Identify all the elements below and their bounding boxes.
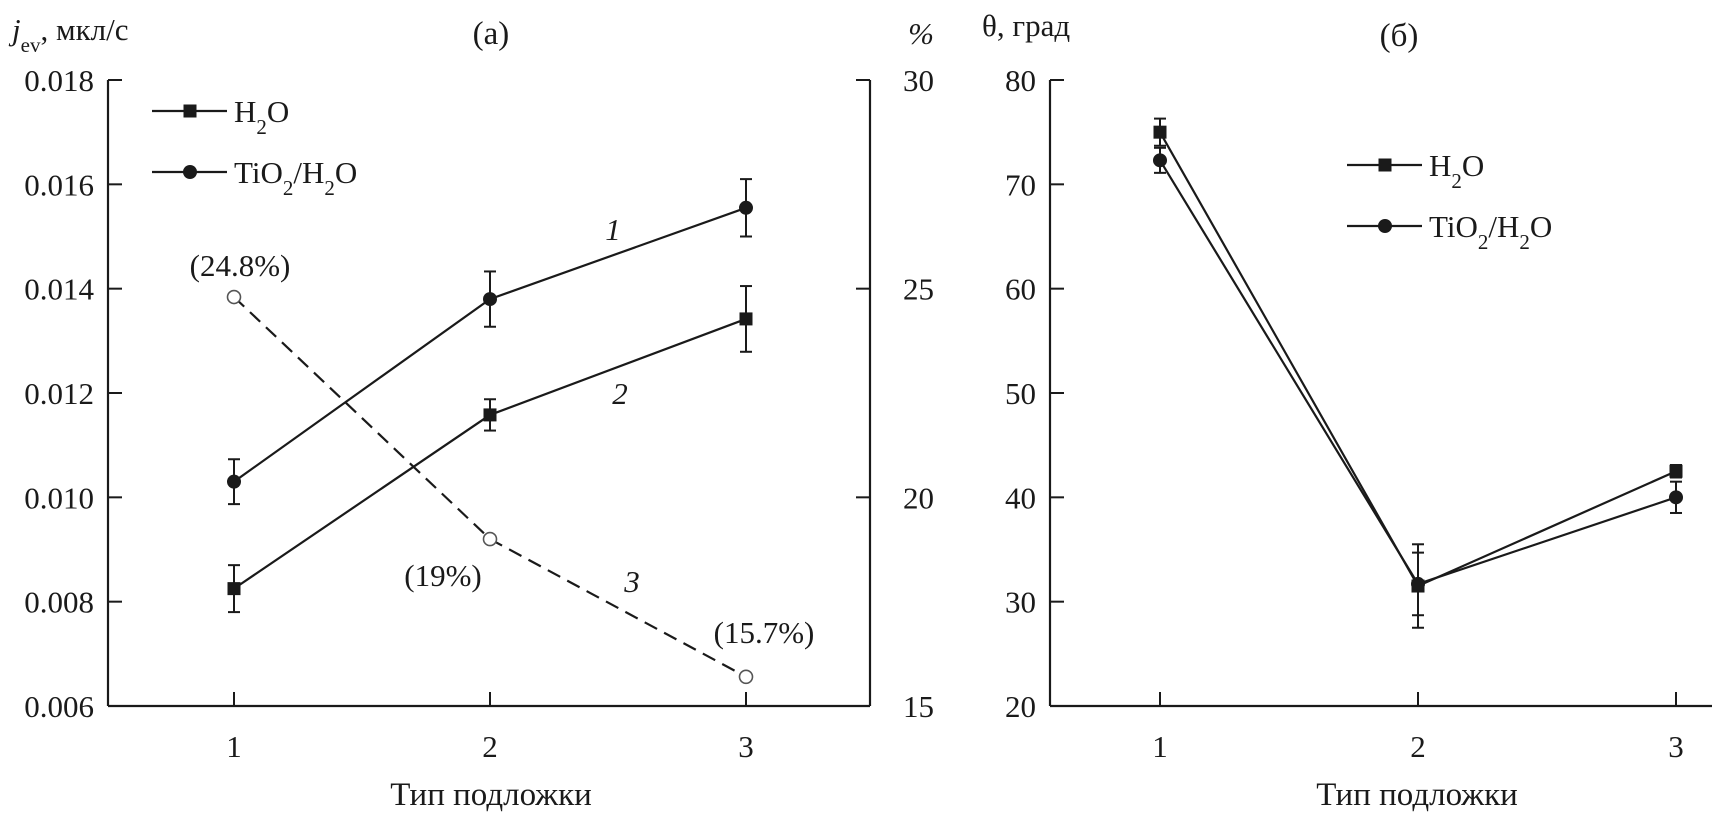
data-point — [1669, 464, 1683, 478]
series-0 — [1153, 117, 1683, 629]
legend-item-0-label: H2O — [234, 94, 289, 139]
x-tick-label: 3 — [1668, 729, 1684, 764]
y-tick-label: 0.014 — [24, 272, 94, 307]
legend-item-1-label: TiO2/H2O — [234, 155, 357, 200]
data-label: (24.8%) — [190, 248, 291, 283]
y-tick-label: 0.012 — [24, 376, 94, 411]
series-2: (24.8%) (19%) (15.7%) 3 — [190, 248, 815, 685]
data-point — [739, 200, 753, 215]
legend-item-0-label: H2O — [1429, 148, 1484, 193]
y-tick-label: 20 — [1005, 689, 1036, 724]
data-point — [1153, 153, 1167, 168]
legend-item-1-marker — [183, 165, 197, 179]
y-tick-label: 0.008 — [24, 585, 94, 620]
x-tick-label: 1 — [226, 729, 242, 764]
x-tick-label: 2 — [1410, 729, 1426, 764]
data-point — [483, 408, 497, 422]
data-point — [739, 312, 753, 326]
y-axis-label: jev, мкл/с — [8, 12, 128, 57]
series-line — [233, 296, 747, 678]
y2-tick-label: 30 — [903, 63, 934, 98]
legend-item-0-marker — [1378, 158, 1392, 172]
y-tick-label: 70 — [1005, 167, 1036, 202]
curve-label: 2 — [612, 376, 628, 411]
y2-tick-label: 20 — [903, 480, 934, 515]
y-tick-label: 30 — [1005, 585, 1036, 620]
series-line — [233, 206, 747, 483]
y2-tick-label: 15 — [903, 689, 934, 724]
y-tick-label: 60 — [1005, 272, 1036, 307]
y-tick-label: 50 — [1005, 376, 1036, 411]
series-line — [1159, 131, 1677, 588]
data-point — [482, 531, 498, 547]
y-tick-label: 0.006 — [24, 689, 94, 724]
series-line — [233, 317, 747, 590]
curve-label: 1 — [605, 212, 621, 247]
x-tick-label: 1 — [1152, 729, 1168, 764]
x-tick-label: 3 — [738, 729, 754, 764]
data-point — [738, 669, 754, 685]
data-point — [226, 289, 242, 305]
data-point — [483, 292, 497, 307]
data-point — [227, 582, 241, 596]
series-line — [1159, 159, 1677, 586]
data-label: (19%) — [404, 558, 481, 593]
series-1: 2 — [227, 285, 753, 614]
legend-item-1-label: TiO2/H2O — [1429, 209, 1552, 254]
series-0: 1 — [227, 178, 753, 506]
chart-panel-a: 0.006 0.008 0.010 0.012 0.014 0.016 0.018 15 20 2… — [8, 12, 934, 813]
y-tick-label: 80 — [1005, 63, 1036, 98]
y-tick-label: 0.018 — [24, 63, 94, 98]
panel-title: (б) — [1380, 18, 1419, 54]
panel-title: (а) — [473, 16, 510, 52]
data-point — [227, 474, 241, 489]
data-label: (15.7%) — [714, 615, 815, 650]
legend-item-1-marker — [1378, 219, 1392, 233]
x-axis-label: Тип подложки — [1316, 777, 1518, 813]
x-tick-label: 2 — [482, 729, 498, 764]
y-tick-label: 40 — [1005, 480, 1036, 515]
curve-label: 3 — [623, 564, 640, 599]
data-point — [1669, 490, 1683, 505]
y-tick-label: 0.016 — [24, 167, 94, 202]
series-1 — [1153, 146, 1683, 617]
y-tick-label: 0.010 — [24, 480, 94, 515]
x-axis-label: Тип подложки — [390, 777, 592, 813]
y-axis-label: θ, град — [982, 8, 1070, 43]
chart-panel-b: 20 30 40 50 60 70 80 1 2 3 Тип подложки θ, град (б) H… — [982, 8, 1712, 813]
y2-tick-label: 25 — [903, 272, 934, 307]
legend-item-0-marker — [183, 104, 197, 118]
data-point — [1411, 576, 1425, 591]
y2-axis-label: % — [908, 16, 934, 51]
data-point — [1153, 125, 1167, 139]
